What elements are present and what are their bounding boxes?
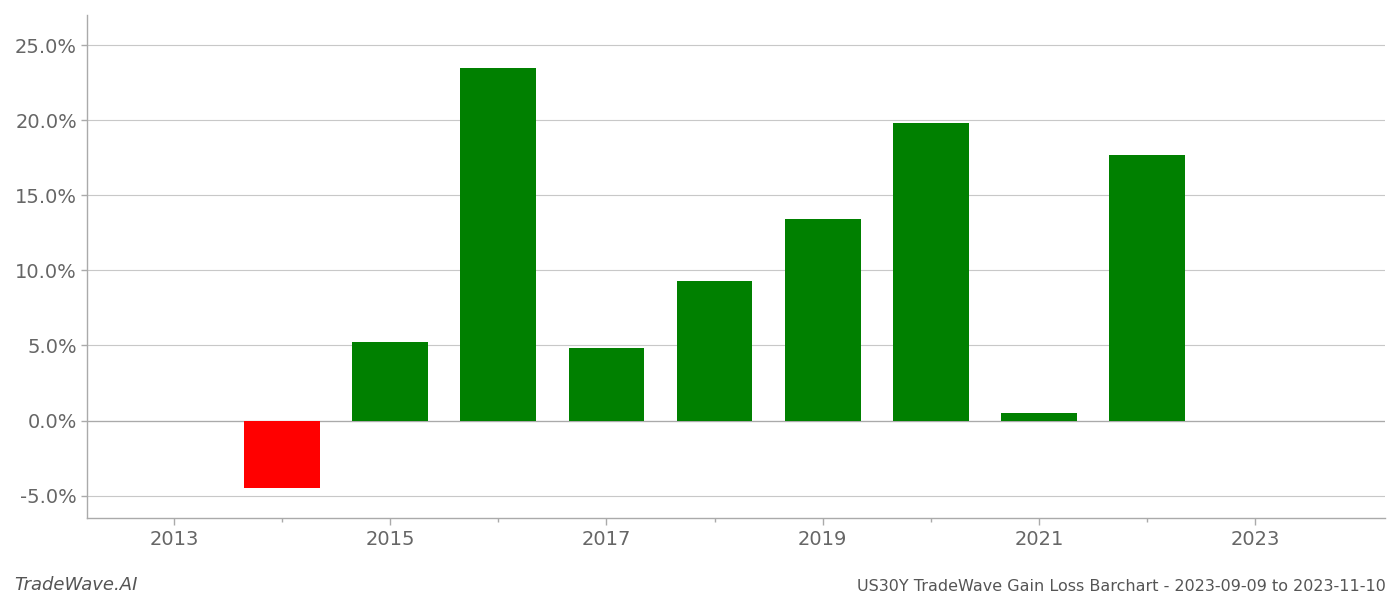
Text: US30Y TradeWave Gain Loss Barchart - 2023-09-09 to 2023-11-10: US30Y TradeWave Gain Loss Barchart - 202… (857, 579, 1386, 594)
Bar (785, 219, 861, 421)
Bar (461, 68, 536, 421)
Bar (1109, 155, 1184, 421)
Bar (353, 343, 428, 421)
Bar (676, 281, 752, 421)
Text: TradeWave.AI: TradeWave.AI (14, 576, 137, 594)
Bar (244, 421, 321, 488)
Bar (1001, 413, 1077, 421)
Bar (893, 123, 969, 421)
Bar (568, 349, 644, 421)
